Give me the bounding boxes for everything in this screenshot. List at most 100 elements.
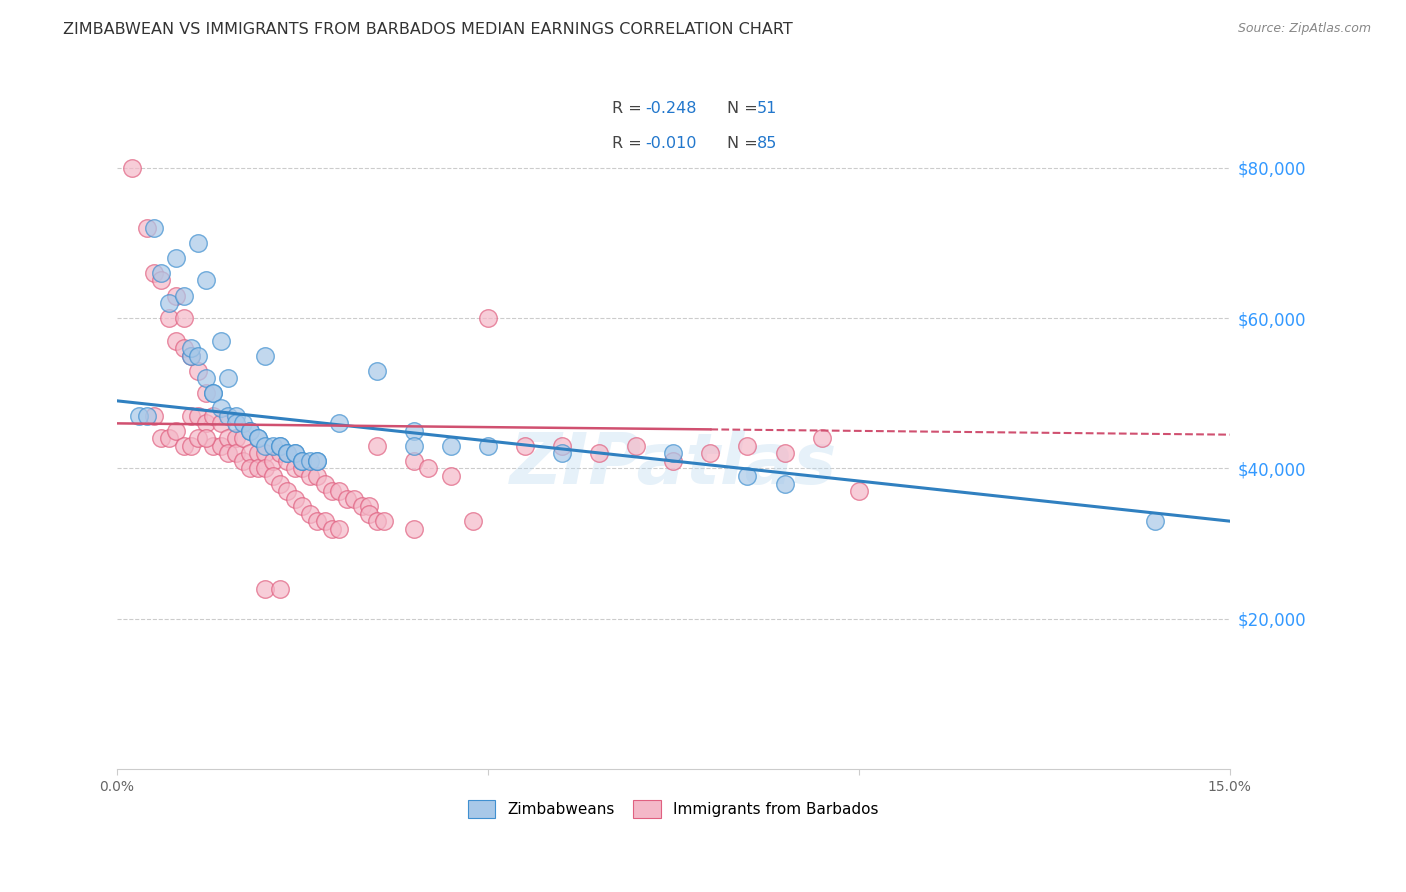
Point <box>239 424 262 438</box>
Point <box>165 334 187 348</box>
Point <box>284 461 307 475</box>
Point <box>477 439 499 453</box>
Point <box>135 409 157 423</box>
Text: Source: ZipAtlas.com: Source: ZipAtlas.com <box>1237 22 1371 36</box>
Point <box>121 161 143 175</box>
Point <box>662 454 685 468</box>
Point <box>180 439 202 453</box>
Point <box>217 431 239 445</box>
Point <box>187 364 209 378</box>
Point <box>262 439 284 453</box>
Point <box>269 439 291 453</box>
Point <box>262 454 284 468</box>
Point <box>165 251 187 265</box>
Point <box>142 266 165 280</box>
Point <box>180 409 202 423</box>
Text: -0.010: -0.010 <box>645 136 697 151</box>
Point <box>477 311 499 326</box>
Point <box>180 349 202 363</box>
Point <box>699 446 721 460</box>
Point <box>810 431 832 445</box>
Point <box>551 446 574 460</box>
Point <box>328 417 350 431</box>
Point <box>209 439 232 453</box>
Point <box>217 409 239 423</box>
Point <box>194 386 217 401</box>
Text: -0.248: -0.248 <box>645 101 697 116</box>
Point <box>225 417 247 431</box>
Point <box>180 349 202 363</box>
Point <box>624 439 647 453</box>
Point <box>128 409 150 423</box>
Point <box>187 431 209 445</box>
Point <box>513 439 536 453</box>
Point <box>202 439 225 453</box>
Point <box>269 476 291 491</box>
Point <box>269 582 291 596</box>
Point <box>135 220 157 235</box>
Point <box>588 446 610 460</box>
Point <box>737 469 759 483</box>
Point <box>173 439 195 453</box>
Text: N =: N = <box>727 136 762 151</box>
Point <box>157 431 180 445</box>
Point <box>269 439 291 453</box>
Point <box>165 288 187 302</box>
Point <box>254 349 277 363</box>
Point <box>217 371 239 385</box>
Point <box>328 484 350 499</box>
Point <box>187 409 209 423</box>
Point <box>291 461 314 475</box>
Point <box>142 220 165 235</box>
Point <box>848 484 870 499</box>
Point <box>276 454 298 468</box>
Point <box>314 476 336 491</box>
Point <box>773 446 796 460</box>
Point <box>551 439 574 453</box>
Point <box>209 334 232 348</box>
Text: R =: R = <box>612 136 647 151</box>
Point <box>225 446 247 460</box>
Point <box>737 439 759 453</box>
Text: ZIPatlas: ZIPatlas <box>509 430 837 500</box>
Point <box>246 431 269 445</box>
Point <box>173 288 195 302</box>
Point <box>773 476 796 491</box>
Point <box>187 235 209 250</box>
Point <box>291 454 314 468</box>
Point <box>217 446 239 460</box>
Point <box>180 341 202 355</box>
Point <box>662 446 685 460</box>
Point <box>373 514 395 528</box>
Point <box>254 439 277 453</box>
Point <box>276 446 298 460</box>
Point <box>336 491 359 506</box>
Point <box>461 514 484 528</box>
Point <box>142 409 165 423</box>
Point <box>246 446 269 460</box>
Point <box>1144 514 1167 528</box>
Point <box>232 454 254 468</box>
Point <box>298 507 321 521</box>
Point <box>269 446 291 460</box>
Point <box>150 266 173 280</box>
Point <box>276 484 298 499</box>
Legend: Zimbabweans, Immigrants from Barbados: Zimbabweans, Immigrants from Barbados <box>461 794 884 824</box>
Point <box>194 371 217 385</box>
Point <box>284 491 307 506</box>
Point <box>366 514 388 528</box>
Point <box>209 401 232 416</box>
Point <box>225 409 247 423</box>
Point <box>366 364 388 378</box>
Point <box>202 386 225 401</box>
Point <box>440 469 463 483</box>
Point <box>321 484 343 499</box>
Point <box>202 409 225 423</box>
Point <box>284 446 307 460</box>
Point <box>173 311 195 326</box>
Point <box>402 522 425 536</box>
Point <box>321 522 343 536</box>
Text: ZIMBABWEAN VS IMMIGRANTS FROM BARBADOS MEDIAN EARNINGS CORRELATION CHART: ZIMBABWEAN VS IMMIGRANTS FROM BARBADOS M… <box>63 22 793 37</box>
Point <box>239 424 262 438</box>
Point <box>254 446 277 460</box>
